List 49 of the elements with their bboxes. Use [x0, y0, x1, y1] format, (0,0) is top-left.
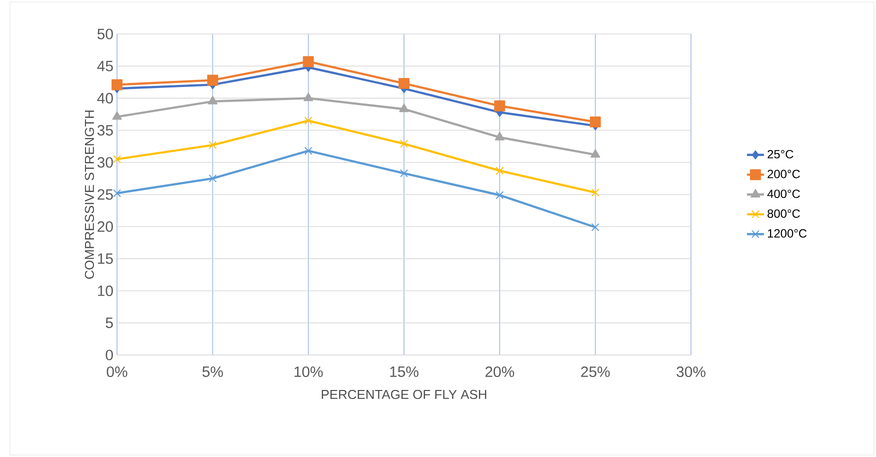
- y-tick-label: 5: [106, 318, 113, 328]
- x-tick-label: 5%: [202, 366, 223, 377]
- point: [208, 174, 217, 182]
- legend-label: 25°C: [768, 150, 794, 158]
- point: [302, 56, 314, 68]
- x-tick-label: 20%: [485, 366, 514, 378]
- y-tick-label: 45: [97, 60, 113, 72]
- legend-label: 800°C: [768, 209, 800, 218]
- x-tick-label: 30%: [676, 366, 706, 378]
- point: [208, 96, 218, 104]
- point: [494, 100, 506, 112]
- y-tick-label: 15: [98, 253, 113, 264]
- y-tick-label: 25: [98, 189, 113, 200]
- point: [112, 189, 122, 198]
- legend-label: 1200°C: [768, 229, 807, 238]
- x-tick-label: 10%: [294, 366, 323, 378]
- point: [591, 223, 600, 232]
- x-axis-title: PERCENTAGE OF FLY ASH: [322, 390, 486, 400]
- y-tick-label: 10: [98, 285, 113, 296]
- point: [400, 169, 408, 178]
- y-tick-label: 20: [98, 221, 113, 232]
- point: [304, 146, 312, 155]
- point: [112, 79, 122, 90]
- point: [207, 74, 218, 86]
- y-tick-label: 40: [97, 92, 113, 104]
- y-tick-label: 30: [97, 157, 113, 168]
- y-tick-label: 0: [106, 350, 113, 360]
- x-tick-label: 15%: [390, 366, 418, 377]
- point: [400, 140, 408, 148]
- point: [399, 104, 409, 112]
- x-tick-label: 25%: [581, 366, 610, 378]
- point: [398, 78, 410, 89]
- point: [590, 116, 601, 128]
- y-tick-label: 50: [97, 28, 113, 40]
- point: [208, 141, 217, 150]
- point: [494, 132, 504, 140]
- point: [112, 155, 122, 164]
- point: [591, 188, 600, 197]
- point: [112, 111, 122, 120]
- legend-label: 200°C: [768, 170, 800, 178]
- point: [496, 166, 504, 175]
- point: [304, 92, 314, 102]
- x-tick-label: 0%: [106, 366, 128, 378]
- point: [496, 191, 504, 200]
- y-axis-title: COMPRESSIVE STRENGTH: [84, 110, 94, 279]
- legend-label: 400°C: [767, 190, 800, 198]
- point: [590, 149, 600, 158]
- y-tick-label: 35: [97, 124, 113, 136]
- point: [304, 116, 312, 125]
